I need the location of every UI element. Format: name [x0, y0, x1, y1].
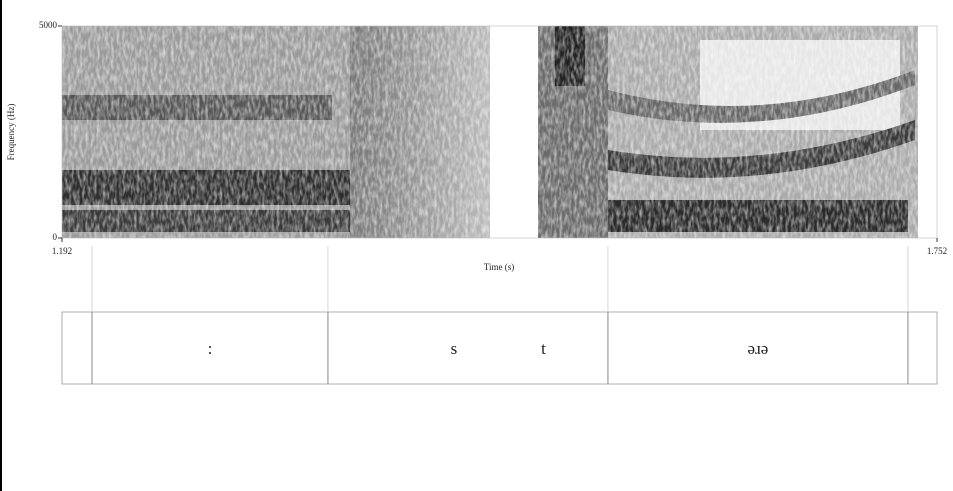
chart: Frequency (Hz) Time (s) 0 5000 1.192 1.752:… [0, 0, 953, 491]
tier-box [62, 312, 937, 384]
x-tick-label: 1.752 [927, 246, 947, 256]
tier-label: : [208, 339, 213, 358]
tier-label: s [451, 339, 458, 358]
y-axis-label: Frequency (Hz) [6, 104, 16, 161]
tier-label: əɹə [748, 339, 769, 358]
spectrogram-image [62, 26, 937, 238]
x-axis-label: Time (s) [484, 262, 514, 272]
y-tick-label: 0 [53, 232, 58, 242]
x-tick-label: 1.192 [52, 246, 72, 256]
tier-label: t [541, 339, 546, 358]
y-tick-label: 5000 [39, 20, 58, 30]
